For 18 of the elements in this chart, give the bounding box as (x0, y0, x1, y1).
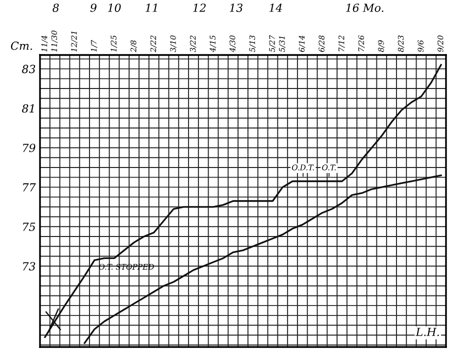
y-tick-label: 75 (23, 222, 36, 232)
text: 11 (146, 4, 157, 12)
y-tick-label: 79 (23, 144, 36, 152)
y-tick-label: 73 (23, 262, 36, 270)
line-series (44, 64, 442, 338)
text: 16 Mo. (346, 4, 384, 12)
text: 9 (90, 4, 96, 12)
y-tick-label: 81 (22, 104, 34, 113)
text: 8 (52, 4, 59, 12)
line-series (84, 174, 442, 344)
y-axis-title: Cm. (10, 42, 32, 50)
text: 10 (108, 4, 121, 12)
text: 14 (269, 4, 282, 12)
text: 13 (230, 4, 242, 12)
y-tick-label: 77 (23, 183, 36, 192)
annotation: L.H. (416, 328, 439, 336)
y-tick-label: 83 (22, 64, 36, 74)
text: 12 (193, 4, 206, 12)
